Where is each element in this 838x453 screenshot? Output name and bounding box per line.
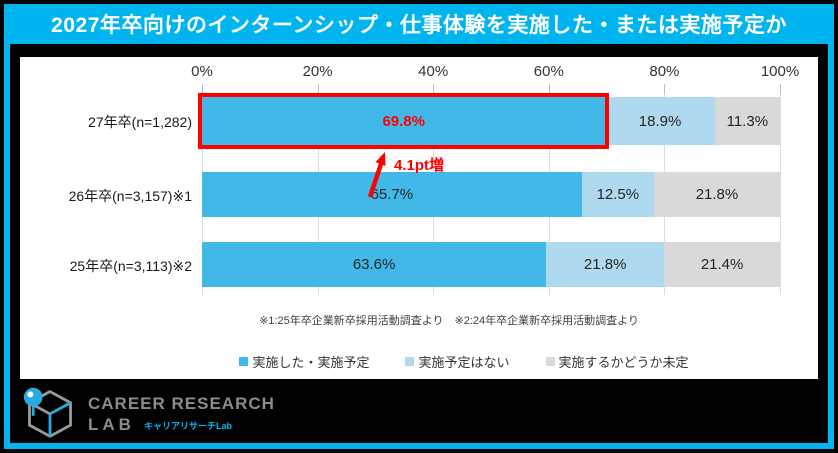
category-label: 27年卒(n=1,282) <box>88 114 192 130</box>
axis-tick <box>548 84 550 94</box>
axis-tick-label: 100% <box>760 63 800 80</box>
stacked-bar: 65.7% 12.5% 21.8% <box>202 172 780 217</box>
legend-label: 実施予定はない <box>418 355 510 370</box>
legend-swatch <box>545 357 555 366</box>
axis-tick-label: 60% <box>533 63 564 80</box>
axis-tick-label: 20% <box>302 63 333 80</box>
stacked-bar: 69.8% 18.9% 11.3% <box>198 93 780 149</box>
legend: 実施した・実施予定 実施予定はない 実施するかどうか未定 <box>20 352 818 371</box>
cube-logo-icon <box>23 387 72 438</box>
annotation-label: 4.1pt増 <box>394 157 445 174</box>
legend-item: 実施予定はない <box>405 352 510 371</box>
page-title: 2027年卒向けのインターンシップ・仕事体験を実施した・または実施予定か <box>51 14 787 37</box>
legend-swatch <box>239 357 249 366</box>
category-label: 25年卒(n=3,113)※2 <box>69 257 192 274</box>
category-label: 26年卒(n=3,157)※1 <box>68 187 192 204</box>
bar-segment: 21.8% <box>653 172 780 217</box>
bar-segment: 21.8% <box>546 242 665 287</box>
chart-panel: 0% 20% 40% 60% 80% 100% 27年卒(n=1,282) 69.8% 18.… <box>20 57 818 379</box>
legend-label: 実施するかどうか未定 <box>558 355 689 370</box>
footnote: ※1:25年卒企業新卒採用活動調査より ※2:24年卒企業新卒採用活動調査より <box>259 315 639 327</box>
axis-tick-label: 40% <box>418 63 449 80</box>
bar-segment: 18.9% <box>605 97 715 145</box>
legend-swatch <box>405 357 415 366</box>
bar-segment: 21.4% <box>664 242 780 287</box>
footer-logo: CAREER RESEARCH LAB キャリアリサーチLab <box>22 384 275 442</box>
legend-label: 実施した・実施予定 <box>252 355 370 370</box>
bar-segment: 63.6% <box>202 242 547 287</box>
bar-segment: 12.5% <box>581 172 654 217</box>
logo-line1: CAREER RESEARCH <box>88 393 275 413</box>
increase-arrow-icon <box>367 152 386 198</box>
axis-tick-label: 80% <box>649 63 680 80</box>
axis-tick <box>317 84 319 94</box>
axis-tick <box>664 84 666 94</box>
title-bar: 2027年卒向けのインターンシップ・仕事体験を実施した・または実施予定か <box>4 4 834 44</box>
bar-segment: 69.8% <box>202 97 606 145</box>
legend-item: 実施した・実施予定 <box>239 352 369 371</box>
axis-tick <box>202 84 203 94</box>
logo-text: CAREER RESEARCH LAB キャリアリサーチLab <box>88 394 275 433</box>
logo-line2: LAB <box>88 414 135 434</box>
axis-tick-label: 0% <box>191 63 213 80</box>
logo-subtitle: キャリアリサーチLab <box>143 420 232 431</box>
axis-tick <box>780 84 781 94</box>
axis-tick <box>433 84 435 94</box>
bar-segment: 65.7% <box>202 172 582 217</box>
grid-line <box>780 94 781 295</box>
legend-item: 実施するかどうか未定 <box>545 352 689 371</box>
stacked-bar: 63.6% 21.8% 21.4% <box>202 242 780 287</box>
bar-segment: 11.3% <box>714 97 780 145</box>
